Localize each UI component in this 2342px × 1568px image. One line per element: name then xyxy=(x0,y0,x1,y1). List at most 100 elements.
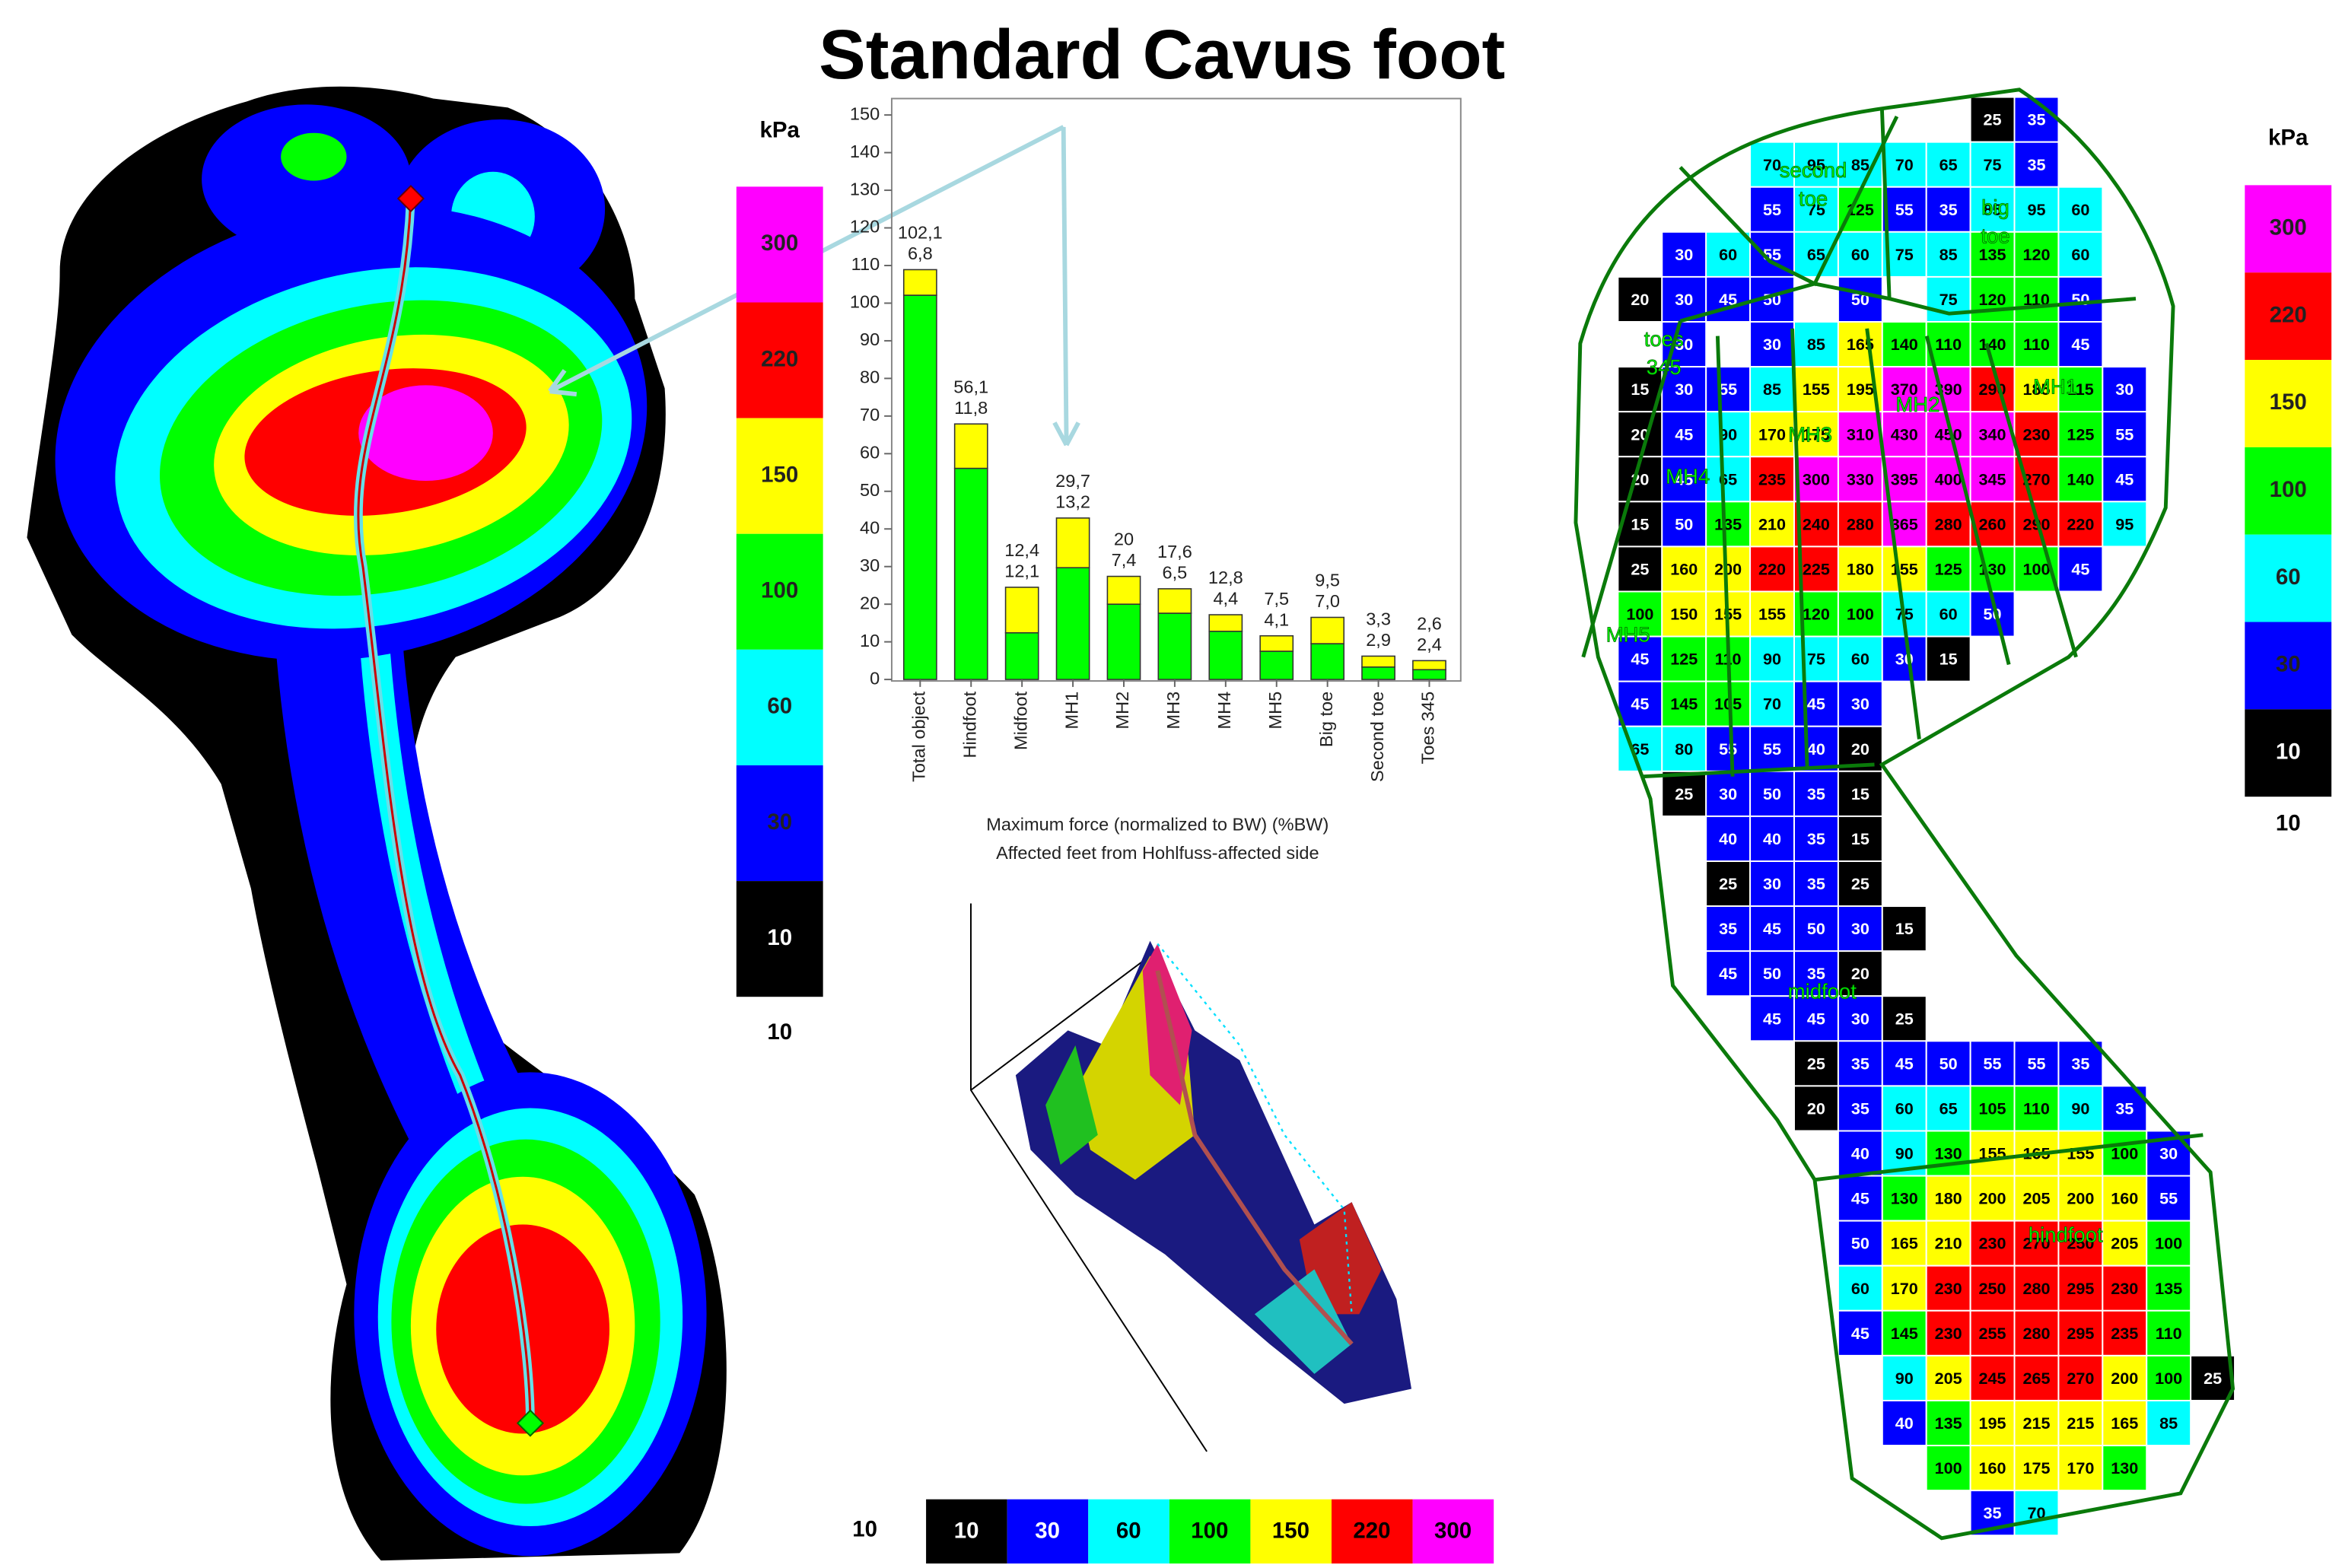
cell-value: 340 xyxy=(1979,425,2006,444)
x-tick-label: Midfoot xyxy=(1010,691,1030,750)
grid-cell xyxy=(1969,141,2016,188)
grid-cell xyxy=(2102,411,2148,458)
scale-label: 10 xyxy=(954,1519,979,1544)
region-outlines xyxy=(1574,87,2235,1541)
cell-value: 95 xyxy=(2115,514,2134,533)
region-label: MH1 xyxy=(2033,375,2077,399)
cell-value: 85 xyxy=(1851,155,1869,174)
scale-swatch xyxy=(1250,1499,1332,1564)
cell-value: 50 xyxy=(1939,1054,1958,1073)
cell-value: 90 xyxy=(1895,1369,1914,1388)
grid-cell xyxy=(1749,860,1795,908)
cell-value: 60 xyxy=(1895,1099,1914,1118)
scale-label: 220 xyxy=(761,346,798,371)
cell-value: 55 xyxy=(2027,1054,2045,1073)
grid-cell xyxy=(2102,1445,2148,1492)
cell-value: 145 xyxy=(1891,1324,1918,1343)
y-tick-label: 10 xyxy=(860,631,880,650)
cell-value: 45 xyxy=(1763,1009,1781,1028)
cell-value: 120 xyxy=(2022,245,2050,264)
grid-cell xyxy=(1925,1445,1971,1492)
value-label: 13,2 xyxy=(1055,491,1090,511)
bar-segment xyxy=(1004,587,1039,634)
grid-cell xyxy=(1837,770,1883,817)
grid-cell xyxy=(1793,995,1839,1042)
cell-value: 230 xyxy=(1979,1234,2006,1253)
scale-swatch xyxy=(2245,709,2332,797)
cell-value: 45 xyxy=(2115,469,2134,488)
cell-value: 105 xyxy=(1979,1099,2006,1118)
scale-swatch xyxy=(1412,1499,1494,1564)
grid-cell xyxy=(1837,275,1883,323)
cell-value: 25 xyxy=(1895,1009,1914,1028)
grid-cell xyxy=(1617,590,1663,638)
cell-value: 100 xyxy=(2022,560,2050,579)
3d-axis xyxy=(969,903,1208,1452)
cell-value: 110 xyxy=(1935,335,1962,354)
cell-value: 65 xyxy=(1939,1099,1958,1118)
cell-value: 70 xyxy=(1763,155,1781,174)
cell-value: 55 xyxy=(1719,380,1737,399)
scale-label: 300 xyxy=(761,231,798,256)
cell-value: 205 xyxy=(2111,1234,2138,1253)
value-label: 12,8 xyxy=(1208,568,1243,587)
scale-swatch xyxy=(2245,534,2332,622)
grid-cell xyxy=(1881,905,1927,953)
cell-value: 150 xyxy=(1670,605,1698,624)
scale-label: 220 xyxy=(1353,1519,1390,1544)
3d-outline xyxy=(1157,943,1353,1315)
value-label: 9,5 xyxy=(1315,571,1340,590)
cell-value: 20 xyxy=(1851,739,1869,759)
grid-cell xyxy=(1705,366,1752,413)
cell-value: 30 xyxy=(1719,784,1737,803)
value-label: 20 xyxy=(1114,530,1134,549)
cell-value: 110 xyxy=(2156,1324,2182,1343)
cell-value: 40 xyxy=(1763,829,1781,848)
region-label: second xyxy=(1780,158,1847,182)
grid-cell xyxy=(1661,456,1707,503)
grid-cell xyxy=(1793,456,1839,503)
cell-value: 145 xyxy=(1670,695,1698,714)
outline xyxy=(1581,107,2204,1182)
cell-value: 30 xyxy=(1851,919,1869,938)
cell-value: 25 xyxy=(1807,1054,1825,1073)
value-label: 4,4 xyxy=(1213,589,1238,609)
y-tick-label: 70 xyxy=(860,405,880,425)
value-label: 6,5 xyxy=(1163,562,1188,582)
cell-value: 75 xyxy=(1895,245,1914,264)
scale-label: 60 xyxy=(767,694,792,719)
cell-value: 155 xyxy=(1758,605,1786,624)
x-tick-label: MH3 xyxy=(1163,692,1183,730)
grid-cell xyxy=(1793,770,1839,817)
cell-value: 25 xyxy=(1719,874,1737,893)
cell-value: 100 xyxy=(2155,1369,2182,1388)
grid-cell xyxy=(2057,1040,2104,1087)
value-label: 7,5 xyxy=(1264,589,1289,609)
grid-cell xyxy=(1749,680,1795,727)
cell-value: 160 xyxy=(1670,560,1698,579)
cell-value: 80 xyxy=(1675,739,1693,759)
value-label: 3,3 xyxy=(1366,609,1391,629)
cell-value: 85 xyxy=(2159,1414,2178,1433)
x-tick-label: Second toe xyxy=(1367,692,1387,782)
cell-value: 45 xyxy=(1895,1054,1914,1073)
scale-label: 60 xyxy=(1116,1519,1141,1544)
grid-cell xyxy=(2013,275,2060,323)
grid-cell xyxy=(1661,770,1707,817)
grid-cell xyxy=(1837,1175,1883,1222)
y-tick-label: 30 xyxy=(860,555,880,575)
cop-line xyxy=(357,198,532,1423)
cell-value: 30 xyxy=(1763,874,1781,893)
cell-value: 35 xyxy=(1807,784,1825,803)
cell-value: 45 xyxy=(2071,335,2089,354)
grid-cell xyxy=(2013,1399,2060,1447)
cell-value: 100 xyxy=(1626,605,1653,624)
cell-value: 430 xyxy=(1891,425,1918,444)
cell-value: 95 xyxy=(2027,200,2045,219)
cell-value: 170 xyxy=(2067,1458,2094,1477)
grid-cell xyxy=(1837,1130,1883,1177)
grid-cell xyxy=(1925,1040,1971,1087)
grid-cell xyxy=(1881,635,1927,682)
cell-value: 60 xyxy=(1939,605,1958,624)
